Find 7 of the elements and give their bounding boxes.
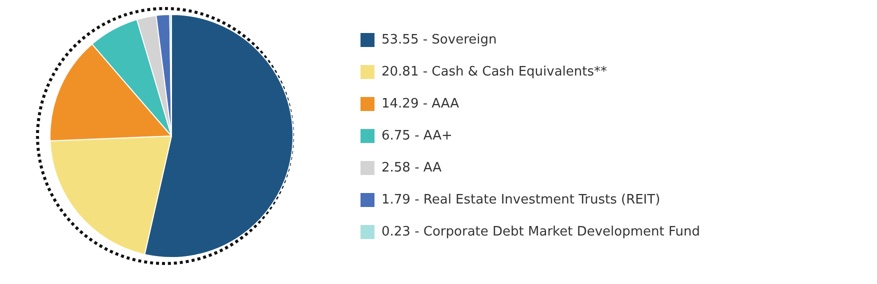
- legend-label: 0.23 - Corporate Debt Market Development Fund: [382, 224, 700, 240]
- legend-label: 53.55 - Sovereign: [382, 32, 497, 48]
- legend-label: 20.81 - Cash & Cash Equivalents**: [382, 64, 608, 80]
- legend-label: 14.29 - AAA: [382, 96, 460, 112]
- legend-label: 6.75 - AA+: [382, 128, 452, 144]
- legend-label: 1.79 - Real Estate Investment Trusts (REIT): [382, 192, 660, 208]
- legend-label: 2.58 - AA: [382, 160, 442, 176]
